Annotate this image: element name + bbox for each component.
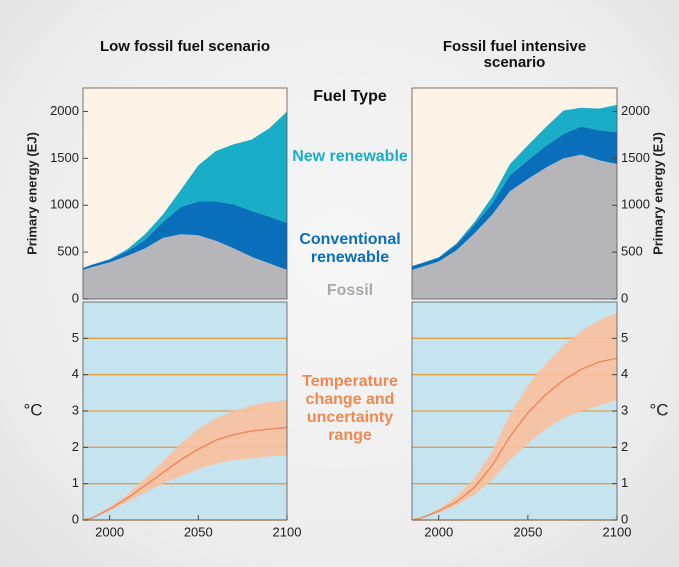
central-line <box>411 357 618 521</box>
central-line <box>82 426 288 521</box>
y-tick-label: 0 <box>621 290 628 305</box>
y-tick-label: 0 <box>621 511 628 526</box>
y-tick-label: 0 <box>72 511 79 526</box>
y-tick-label: 1500 <box>621 150 650 165</box>
panel-title: Low fossil fuel scenario <box>99 38 271 55</box>
area-segment <box>412 154 617 299</box>
uncertainty-band <box>412 312 617 520</box>
plot-frame <box>82 87 288 300</box>
x-tick-label: 2050 <box>513 524 542 539</box>
y-tick-label: 2 <box>621 439 628 454</box>
y-tick-label: 1000 <box>50 197 79 212</box>
legend-title: Fuel Type <box>313 88 387 105</box>
area-segment <box>412 104 617 267</box>
y-tick-label: 4 <box>621 366 628 381</box>
y-axis-label: °C <box>649 400 668 419</box>
legend-conventional: Conventional renewable <box>299 231 401 266</box>
y-tick-label: 3 <box>72 402 79 417</box>
y-tick-label: 4 <box>72 366 79 381</box>
x-tick-label: 2000 <box>95 524 124 539</box>
x-tick-label: 2100 <box>603 524 632 539</box>
area-segment <box>83 201 287 270</box>
panel-title: Fossil fuel intensive scenario <box>442 38 587 71</box>
plot-frame <box>411 87 618 300</box>
y-tick-label: 1 <box>72 475 79 490</box>
y-tick-label: 2000 <box>50 103 79 118</box>
y-tick-label: 3 <box>621 402 628 417</box>
y-tick-label: 5 <box>621 330 628 345</box>
legend-new-renewable: New renewable <box>292 148 408 165</box>
area-segment <box>83 111 287 269</box>
x-tick-label: 2050 <box>184 524 213 539</box>
y-tick-label: 2000 <box>621 103 650 118</box>
y-tick-label: 0 <box>72 290 79 305</box>
legend-fossil: Fossil <box>326 282 374 299</box>
uncertainty-band <box>83 400 287 520</box>
y-axis-label: °C <box>23 400 42 419</box>
annotation: Temperature change and uncertainty range <box>302 373 398 444</box>
y-tick-label: 500 <box>621 244 643 259</box>
area-segment <box>83 234 287 299</box>
area-segment <box>412 126 617 270</box>
y-tick-label: 5 <box>72 330 79 345</box>
y-axis-label: Primary energy (EJ) <box>650 132 665 255</box>
y-tick-label: 1 <box>621 475 628 490</box>
y-tick-label: 1000 <box>621 197 650 212</box>
y-axis-label: Primary energy (EJ) <box>24 132 39 255</box>
x-tick-label: 2100 <box>273 524 302 539</box>
y-tick-label: 1500 <box>50 150 79 165</box>
y-tick-label: 2 <box>72 439 79 454</box>
y-tick-label: 500 <box>57 244 79 259</box>
x-tick-label: 2000 <box>424 524 453 539</box>
